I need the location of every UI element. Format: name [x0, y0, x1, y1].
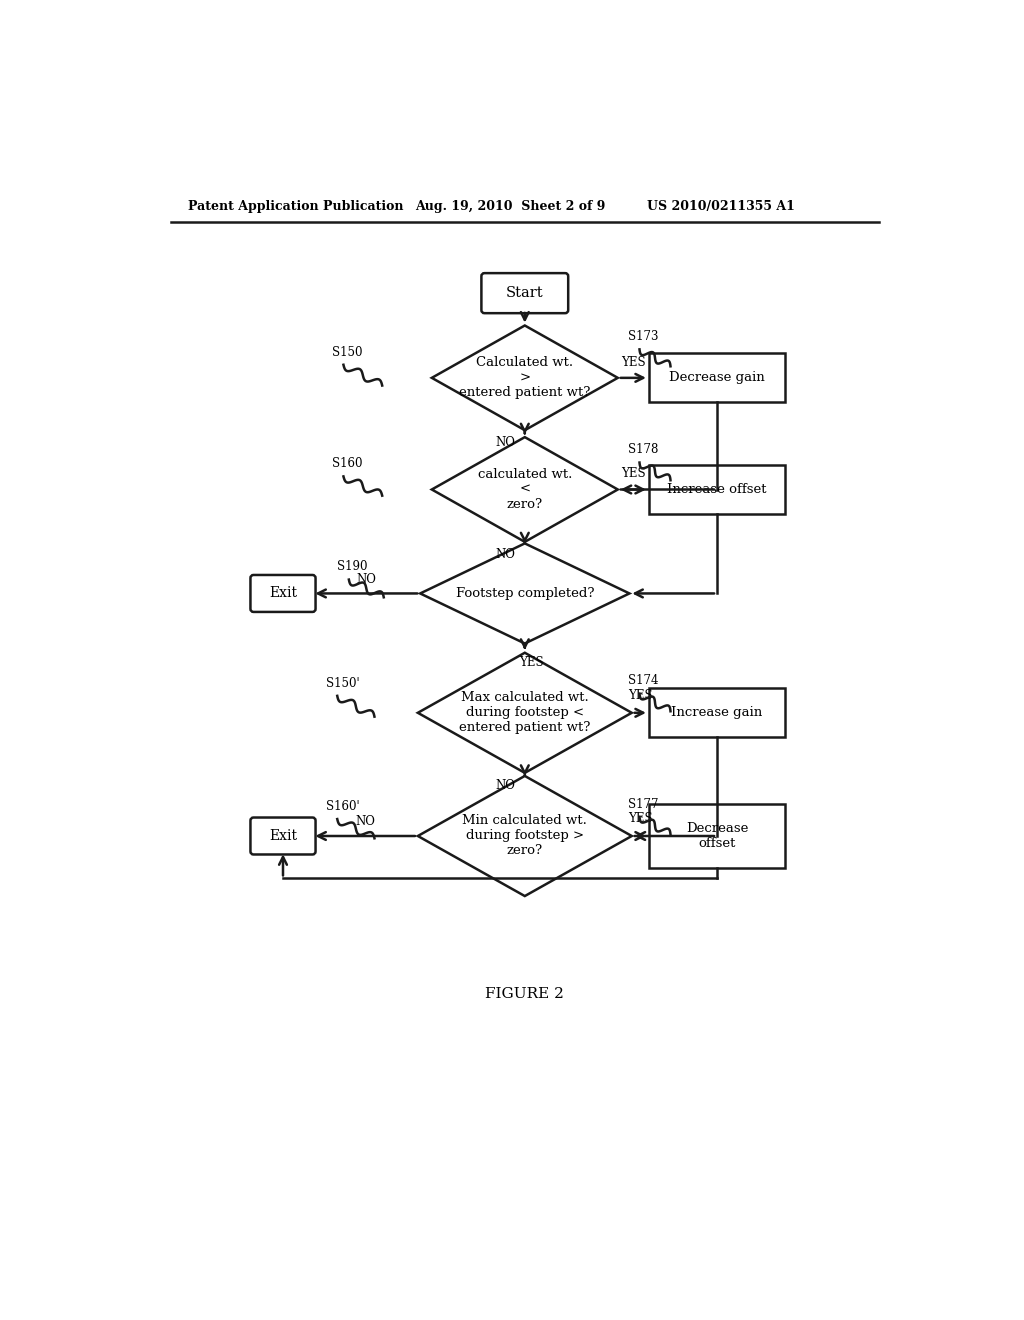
- Text: Aug. 19, 2010  Sheet 2 of 9: Aug. 19, 2010 Sheet 2 of 9: [415, 199, 605, 213]
- Text: Min calculated wt.
during footstep >
zero?: Min calculated wt. during footstep > zer…: [463, 814, 587, 858]
- Text: Decrease gain: Decrease gain: [669, 371, 765, 384]
- Text: Exit: Exit: [269, 829, 297, 843]
- Text: YES: YES: [621, 355, 645, 368]
- Text: US 2010/0211355 A1: US 2010/0211355 A1: [647, 199, 795, 213]
- Text: Footstep completed?: Footstep completed?: [456, 587, 594, 601]
- FancyBboxPatch shape: [481, 273, 568, 313]
- Bar: [649, 688, 785, 738]
- Text: NO: NO: [356, 573, 376, 586]
- Text: Increase offset: Increase offset: [668, 483, 767, 496]
- Text: S174: S174: [628, 675, 658, 688]
- Text: Patent Application Publication: Patent Application Publication: [188, 199, 403, 213]
- Text: Decrease
offset: Decrease offset: [686, 822, 749, 850]
- Text: YES: YES: [519, 656, 544, 669]
- Text: Max calculated wt.
during footstep <
entered patient wt?: Max calculated wt. during footstep < ent…: [459, 692, 591, 734]
- Text: S160: S160: [332, 457, 362, 470]
- Bar: [649, 804, 785, 869]
- Text: YES: YES: [628, 812, 652, 825]
- Text: S160': S160': [326, 800, 359, 813]
- Text: NO: NO: [496, 548, 515, 561]
- Text: YES: YES: [628, 689, 652, 702]
- Text: S150: S150: [332, 346, 362, 359]
- Bar: [649, 354, 785, 403]
- FancyBboxPatch shape: [251, 576, 315, 612]
- Text: NO: NO: [496, 779, 515, 792]
- FancyBboxPatch shape: [251, 817, 315, 854]
- Text: FIGURE 2: FIGURE 2: [485, 987, 564, 1001]
- Text: NO: NO: [496, 436, 515, 449]
- Text: Calculated wt.
>
entered patient wt?: Calculated wt. > entered patient wt?: [459, 356, 591, 400]
- Text: S190: S190: [337, 561, 368, 573]
- Text: Exit: Exit: [269, 586, 297, 601]
- Text: NO: NO: [355, 816, 375, 829]
- Text: S177: S177: [628, 797, 658, 810]
- Text: Increase gain: Increase gain: [672, 706, 763, 719]
- Text: YES: YES: [621, 467, 645, 480]
- Text: S173: S173: [628, 330, 658, 343]
- Bar: [649, 465, 785, 515]
- Text: Start: Start: [506, 286, 544, 300]
- Text: S150': S150': [326, 677, 359, 689]
- Text: S178: S178: [628, 444, 658, 457]
- Text: calculated wt.
<
zero?: calculated wt. < zero?: [477, 469, 572, 511]
